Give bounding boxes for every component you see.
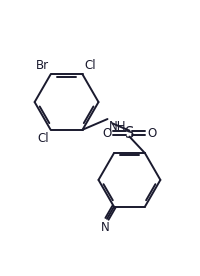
- Text: O: O: [147, 126, 156, 139]
- Text: Br: Br: [35, 59, 48, 72]
- Text: Cl: Cl: [84, 59, 96, 72]
- Text: N: N: [100, 221, 109, 234]
- Text: Cl: Cl: [37, 132, 48, 145]
- Text: O: O: [102, 126, 111, 139]
- Text: S: S: [124, 126, 133, 140]
- Text: NH: NH: [108, 120, 125, 133]
